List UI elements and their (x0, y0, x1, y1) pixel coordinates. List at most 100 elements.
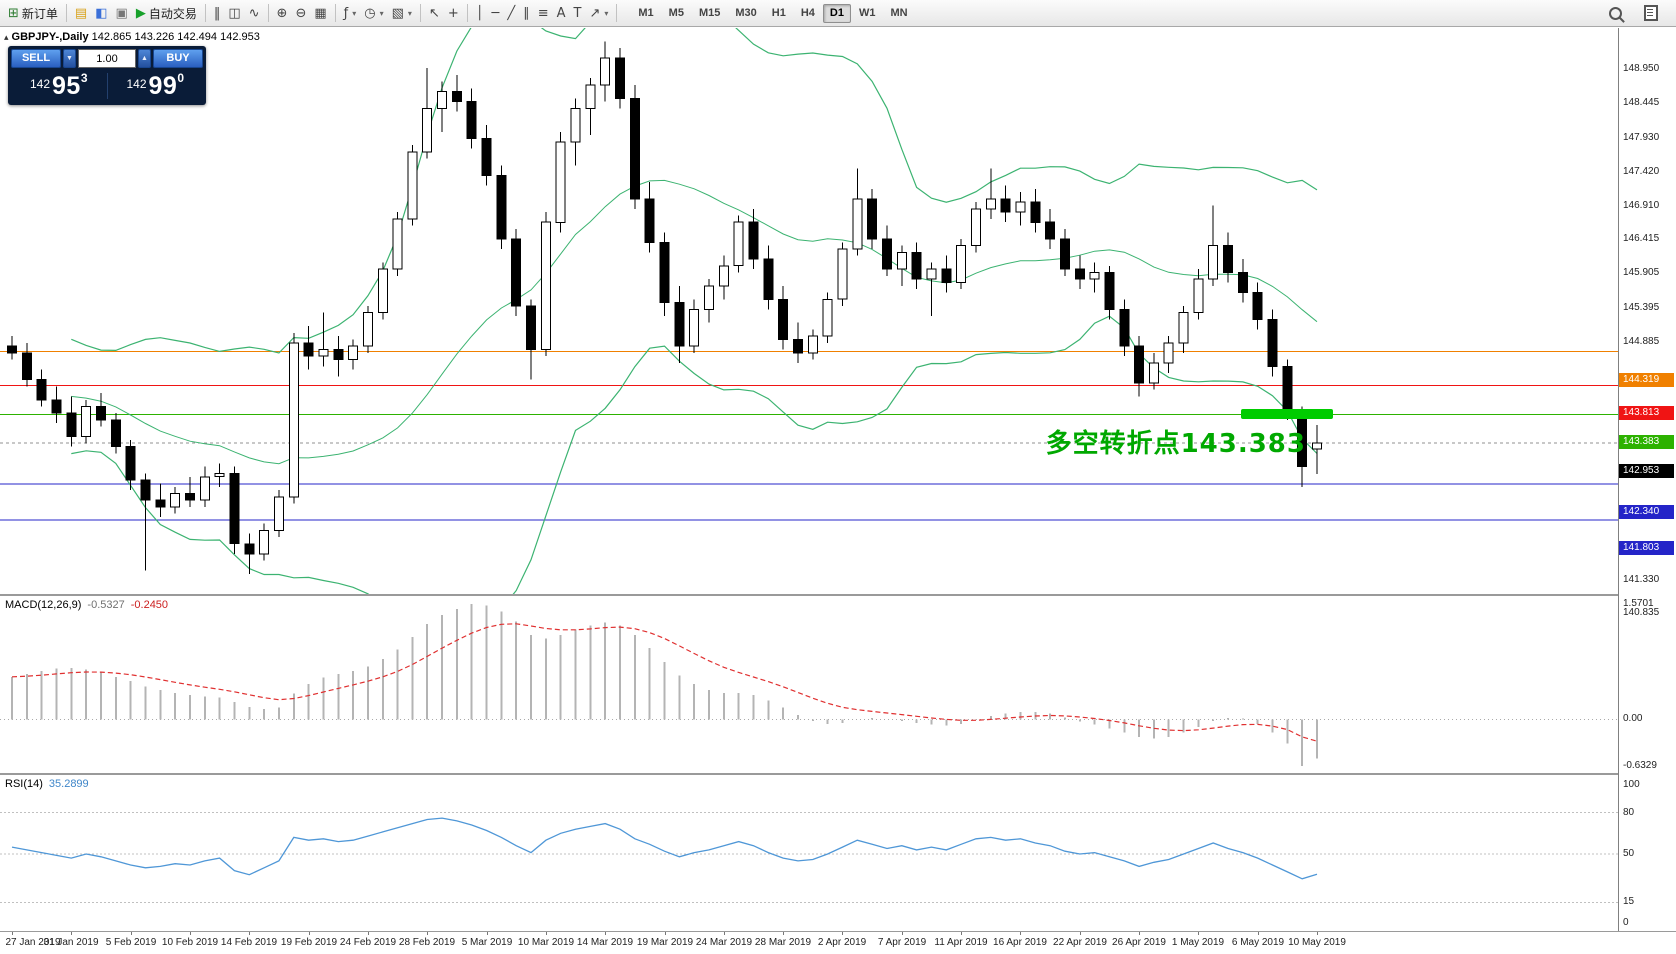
search-button[interactable] (1605, 2, 1626, 24)
dropdown-caret-icon: ▾ (352, 8, 357, 18)
timeframe-m1-button[interactable]: M1 (638, 6, 654, 19)
macd-histogram (11, 604, 1319, 766)
time-axis-tick (1317, 932, 1318, 935)
time-axis-label: 27 Jan 2019 (5, 937, 61, 948)
terminal-button[interactable]: ▣ (112, 2, 132, 24)
time-axis-tick (249, 932, 250, 935)
macd-axis-tick: 1.5701 (1623, 598, 1654, 609)
navigator-icon: ◧ (95, 5, 108, 21)
rsi-chart-svg[interactable] (0, 775, 1618, 931)
price-axis-tick: 140.835 (1623, 607, 1660, 618)
price-axis-tick: 144.885 (1623, 336, 1660, 347)
crosshair-button[interactable]: + (444, 2, 463, 24)
channel-icon: ∥ (523, 5, 530, 21)
macd-axis-tick: -0.6329 (1623, 760, 1657, 771)
rsi-line (11, 817, 1318, 880)
timeframe-mn-button[interactable]: MN (890, 6, 908, 19)
one-click-collapse-arrow[interactable]: ▴ (4, 32, 9, 42)
rsi-pane[interactable]: RSI(14) 35.2899 (0, 775, 1618, 931)
volume-input[interactable] (78, 49, 136, 68)
line-chart-icon: ∿ (248, 5, 260, 21)
turning-point-annotation[interactable]: 多空转折点143.383 (1045, 429, 1306, 459)
zoom-in-button[interactable]: ⊕ (273, 2, 292, 24)
volume-increase-button[interactable]: ▲ (138, 49, 151, 68)
sell-price[interactable]: 142953 (29, 71, 88, 100)
periods-button[interactable]: ◷ ▾ (360, 2, 387, 24)
tile-windows-button[interactable]: ▦ (310, 2, 330, 24)
time-axis-label: 11 Apr 2019 (934, 937, 988, 948)
zoom-out-button[interactable]: ⊖ (291, 2, 310, 24)
navigator-button[interactable]: ◧ (91, 2, 111, 24)
timeframe-m15-button[interactable]: M15 (698, 6, 721, 19)
templates-button[interactable]: ▧ ▾ (388, 2, 416, 24)
turning-point-highlight[interactable] (1241, 409, 1333, 419)
text-label-icon: T (573, 5, 582, 21)
timeframe-d1-button[interactable]: D1 (822, 3, 851, 23)
timeframe-m5-button[interactable]: M5 (668, 6, 684, 19)
price-chart-svg[interactable] (0, 28, 1618, 594)
bar-chart-button[interactable]: ‖ (210, 2, 225, 24)
cursor-icon: ↖ (428, 5, 440, 21)
time-axis-tick (487, 932, 488, 935)
price-axis-tick: 145.905 (1623, 267, 1660, 278)
time-axis-tick (131, 932, 132, 935)
toolbar-right-group (1605, 2, 1672, 24)
rsi-name: RSI(14) (5, 778, 43, 790)
dropdown-caret-icon: ▾ (604, 8, 609, 18)
trendline-button[interactable]: ╱ (503, 2, 519, 24)
axis-separator (0, 931, 1676, 932)
volume-decrease-button[interactable]: ▼ (63, 49, 76, 68)
time-axis-label: 14 Feb 2019 (220, 937, 278, 948)
new-order-button[interactable]: ⊞ 新订单 (4, 2, 62, 24)
vertical-line-button[interactable]: │ (472, 2, 488, 24)
window-separator[interactable] (0, 594, 1676, 596)
data-window-button[interactable] (1640, 2, 1662, 24)
toolbar-separator (334, 4, 336, 22)
time-axis-tick (71, 932, 72, 935)
time-axis-label: 28 Mar 2019 (754, 937, 812, 948)
price-pane[interactable]: ▴ GBPJPY-,Daily 142.865 143.226 142.494 1… (0, 28, 1618, 594)
macd-signal-value: -0.2450 (130, 599, 169, 611)
arrows-button[interactable]: ↗ ▾ (585, 2, 612, 24)
macd-main-value: -0.5327 (87, 599, 125, 611)
candles (7, 41, 1322, 574)
indicators-icon: ƒ (343, 5, 349, 21)
text-label-button[interactable]: T (570, 2, 586, 24)
channel-button[interactable]: ∥ (519, 2, 534, 24)
timeframe-h1-button[interactable]: H1 (771, 6, 786, 19)
symbol-info: ▴ GBPJPY-,Daily 142.865 143.226 142.494 1… (4, 31, 260, 43)
rsi-value: 35.2899 (48, 778, 89, 790)
auto-trading-button[interactable]: ▶ 自动交易 (132, 2, 201, 24)
time-axis-tick (1258, 932, 1259, 935)
timeframe-w1-button[interactable]: W1 (858, 6, 876, 19)
rsi-label: RSI(14) 35.2899 (5, 778, 89, 790)
market-watch-button[interactable]: ▤ (71, 2, 91, 24)
price-axis-tick: 146.415 (1623, 233, 1660, 244)
time-axis-label: 24 Mar 2019 (695, 937, 753, 948)
trendline-icon: ╱ (507, 5, 516, 21)
window-separator[interactable] (0, 773, 1676, 775)
timeframe-h4-button[interactable]: H4 (800, 6, 815, 19)
timeframe-m30-button[interactable]: M30 (735, 6, 757, 19)
candlestick-chart-button[interactable]: ◫ (224, 2, 244, 24)
price-divider (106, 73, 108, 99)
macd-label: MACD(12,26,9) -0.5327 -0.2450 (5, 599, 168, 611)
sell-button[interactable]: SELL (11, 49, 61, 68)
buy-price[interactable]: 142990 (126, 71, 185, 100)
macd-chart-svg[interactable] (0, 596, 1618, 773)
macd-pane[interactable]: MACD(12,26,9) -0.5327 -0.2450 (0, 596, 1618, 773)
line-chart-button[interactable]: ∿ (245, 2, 264, 24)
price-axis-tick: 146.910 (1623, 200, 1660, 211)
time-axis-label: 26 Apr 2019 (1112, 937, 1166, 948)
time-axis-label: 14 Mar 2019 (576, 937, 634, 948)
toolbar-separator (466, 4, 468, 22)
buy-button[interactable]: BUY (153, 49, 203, 68)
horizontal-line-button[interactable]: ─ (488, 2, 504, 24)
price-axis-tick: 145.395 (1623, 302, 1660, 313)
price-marker-tag: 143.813 (1619, 406, 1674, 420)
time-axis-tick (1020, 932, 1021, 935)
indicators-button[interactable]: ƒ ▾ (340, 2, 361, 24)
fibonacci-button[interactable]: ≡ (534, 2, 553, 24)
text-button[interactable]: A (553, 2, 570, 24)
cursor-button[interactable]: ↖ (425, 2, 444, 24)
